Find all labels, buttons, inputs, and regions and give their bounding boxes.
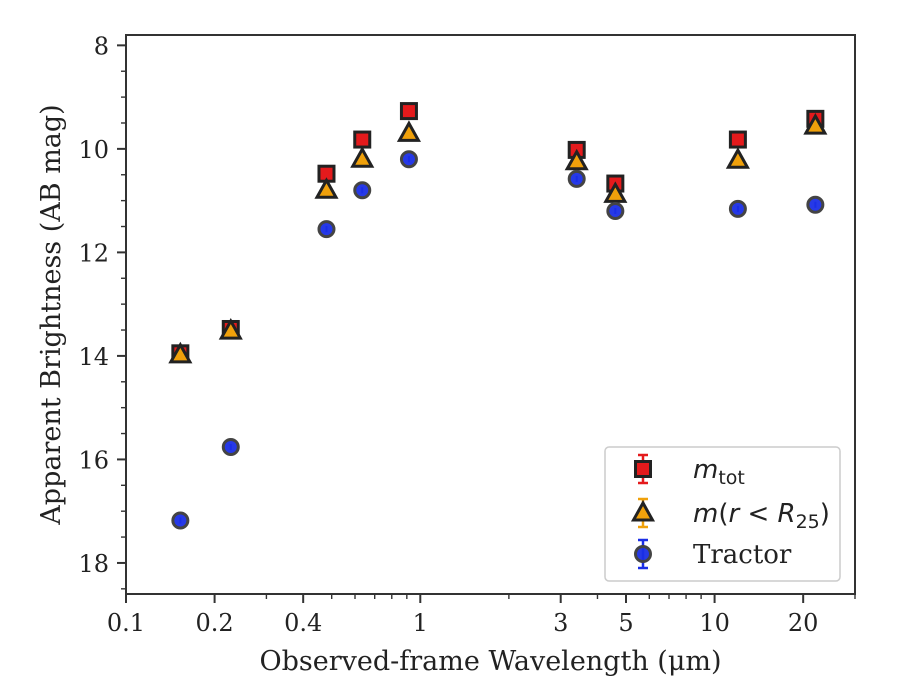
x-axis-title: Observed-frame Wavelength (μm)	[259, 646, 721, 677]
legend: mtot m(r < R25) Tractor	[604, 446, 841, 582]
plot-frame	[125, 34, 856, 595]
legend-entry: m(r < R25)	[630, 497, 830, 533]
legend-circle-marker	[634, 545, 652, 563]
legend-label: mtot	[693, 455, 745, 489]
y-axis: 8 10 12 14 16 18	[78, 32, 126, 590]
legend-entry: mtot	[634, 453, 745, 489]
x-tick-label: 1	[413, 609, 428, 637]
x-tick-label: 0.4	[284, 609, 322, 637]
legend-triangle-marker	[630, 499, 656, 522]
plot-area	[125, 34, 856, 595]
data-marks	[168, 102, 828, 530]
y-tick-label: 8	[94, 32, 109, 60]
legend-box	[604, 446, 841, 582]
x-tick-label: 5	[618, 609, 633, 637]
x-tick-label: 20	[788, 609, 819, 637]
series-circle	[171, 150, 825, 530]
y-tick-label: 14	[78, 343, 109, 371]
legend-label: m(r < R25)	[693, 499, 830, 533]
y-tick-label: 16	[78, 446, 109, 474]
x-tick-label: 0.2	[196, 609, 234, 637]
y-tick-label: 10	[78, 136, 109, 164]
legend-entry: Tractor	[634, 538, 792, 570]
series-triangle	[168, 113, 828, 364]
x-tick-label: 3	[553, 609, 568, 637]
y-tick-label: 12	[78, 239, 109, 267]
x-axis: 0.1 0.2 0.4 1 3 5 10 20	[107, 594, 856, 637]
legend-label: Tractor	[693, 540, 792, 570]
x-tick-label: 0.1	[107, 609, 145, 637]
x-tick-label: 10	[699, 609, 730, 637]
series-square	[171, 102, 825, 363]
y-axis-title: Apparent Brightness (AB mag)	[36, 104, 67, 525]
y-tick-label: 18	[78, 550, 109, 578]
legend-square-marker	[634, 460, 652, 478]
